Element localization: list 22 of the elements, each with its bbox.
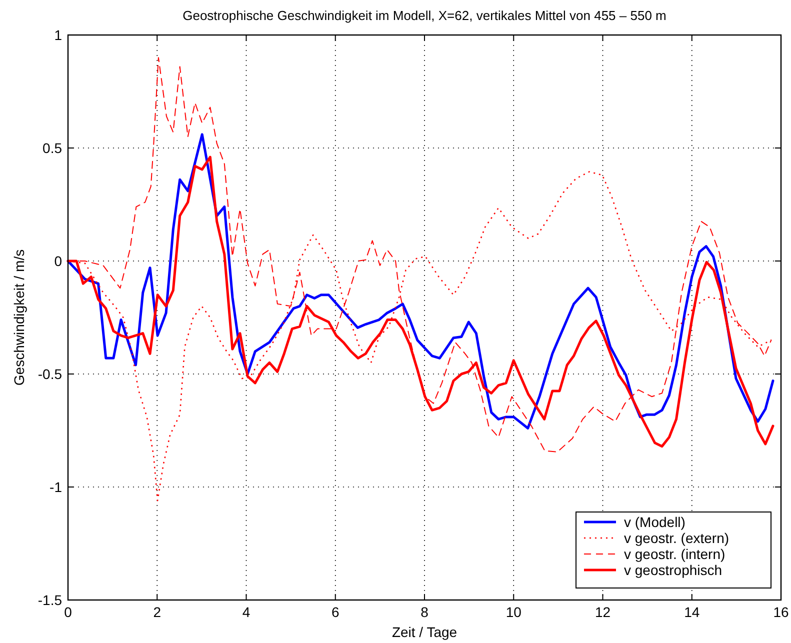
y-tick-label: -0.5 [38, 366, 62, 382]
legend-label: v geostr. (intern) [624, 546, 726, 562]
y-tick-label: 0.5 [42, 140, 62, 156]
y-tick-label: 0 [54, 253, 62, 269]
x-tick-label: 12 [594, 604, 611, 620]
x-tick-label: 8 [420, 604, 429, 620]
x-tick-label: 0 [64, 604, 72, 620]
y-tick-label: -1 [50, 479, 62, 495]
chart-title: Geostrophische Geschwindigkeit im Modell, X=62, vertikales Mittel von 455 – 550 m [182, 8, 666, 23]
x-tick-label: 6 [331, 604, 340, 620]
legend-label: v geostr. (extern) [624, 530, 730, 546]
x-tick-label: 16 [773, 604, 789, 620]
x-tick-label: 4 [242, 604, 250, 620]
x-tick-label: 10 [506, 604, 522, 620]
x-axis-title: Zeit / Tage [392, 624, 458, 640]
legend-label: v (Modell) [624, 514, 686, 530]
y-axis-title: Geschwindigkeit / m/s [11, 249, 27, 386]
x-tick-label: 2 [153, 604, 162, 620]
legend-label: v geostrophisch [624, 562, 722, 578]
y-tick-label: -1.5 [38, 592, 62, 608]
y-tick-label: 1 [54, 27, 62, 43]
x-tick-label: 14 [684, 604, 700, 620]
